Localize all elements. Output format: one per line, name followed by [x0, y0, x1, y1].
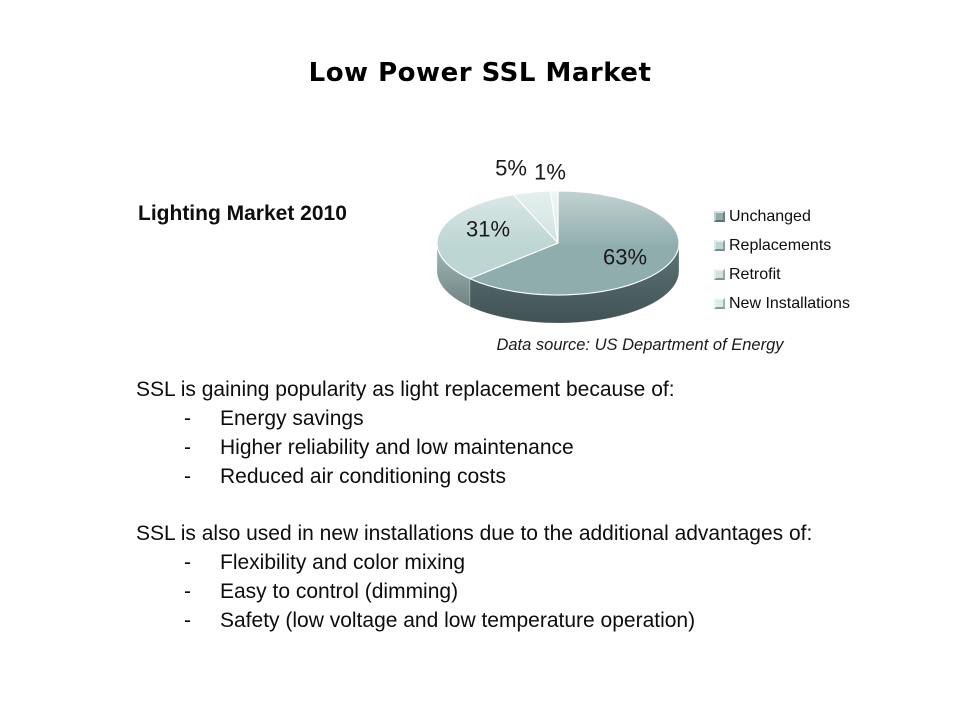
bullet-dash: - — [184, 465, 191, 488]
legend-item-replacements: Replacements — [714, 231, 850, 260]
page-title: Low Power SSL Market — [308, 58, 652, 88]
pie-label-unchanged: 63% — [603, 245, 647, 270]
bullet-dash: - — [184, 436, 191, 459]
bullet-dash: - — [184, 551, 191, 574]
bullet-text: Higher reliability and low maintenance — [220, 436, 574, 459]
legend-marker-icon — [714, 298, 725, 309]
pie-slice-side-shade — [469, 243, 679, 323]
legend-marker-icon — [714, 240, 725, 251]
bullet-dash: - — [184, 609, 191, 632]
legend-item-new-installations: New Installations — [714, 289, 850, 318]
legend-label: Retrofit — [729, 265, 781, 283]
bullet-text: Easy to control (dimming) — [220, 580, 459, 603]
legend-label: New Installations — [729, 294, 850, 312]
bullet-item: - Flexibility and color mixing — [136, 548, 936, 577]
legend-item-retrofit: Retrofit — [714, 260, 850, 289]
text-group-2: SSL is also used in new installations du… — [136, 519, 936, 635]
pie-label-retrofit: 5% — [495, 156, 527, 181]
lead-line: SSL is also used in new installations du… — [136, 522, 813, 545]
pie-chart: 63% 31% 5% 1% — [436, 156, 680, 324]
bullet-dash: - — [184, 580, 191, 603]
pie-slice-side-shade — [437, 243, 470, 307]
legend-label: Replacements — [729, 236, 832, 254]
legend-marker-icon — [714, 211, 725, 222]
bullet-item: - Easy to control (dimming) — [136, 577, 936, 606]
bullet-text: Flexibility and color mixing — [220, 551, 466, 574]
pie-label-new-installations: 1% — [534, 160, 566, 185]
legend-marker-icon — [714, 269, 725, 280]
bullet-dash: - — [184, 407, 191, 430]
bullet-text: Energy savings — [220, 407, 364, 430]
legend-item-unchanged: Unchanged — [714, 202, 850, 231]
bullet-item: - Safety (low voltage and low temperature… — [136, 606, 936, 635]
bullet-text: Reduced air conditioning costs — [220, 465, 507, 488]
pie-label-replacements: 31% — [466, 217, 510, 242]
chart-legend: Unchanged Replacements Retrofit New Install… — [714, 202, 850, 318]
body-text: SSL is gaining popularity as light repla… — [136, 375, 936, 635]
bullet-item: - Higher reliability and low maintenance — [136, 433, 936, 462]
chart-label: Lighting Market 2010 — [138, 202, 347, 225]
bullet-item: - Reduced air conditioning costs — [136, 462, 936, 491]
pie-sheen — [437, 191, 679, 295]
legend-label: Unchanged — [729, 207, 811, 225]
bullet-text: Safety (low voltage and low temperature … — [220, 609, 696, 632]
text-group-1: SSL is gaining popularity as light repla… — [136, 375, 936, 491]
data-source-caption: Data source: US Department of Energy — [496, 336, 784, 354]
bullet-item: - Energy savings — [136, 404, 936, 433]
pie-chart-area: 63% 31% 5% 1% — [418, 145, 708, 341]
lead-line: SSL is gaining popularity as light repla… — [136, 378, 675, 401]
